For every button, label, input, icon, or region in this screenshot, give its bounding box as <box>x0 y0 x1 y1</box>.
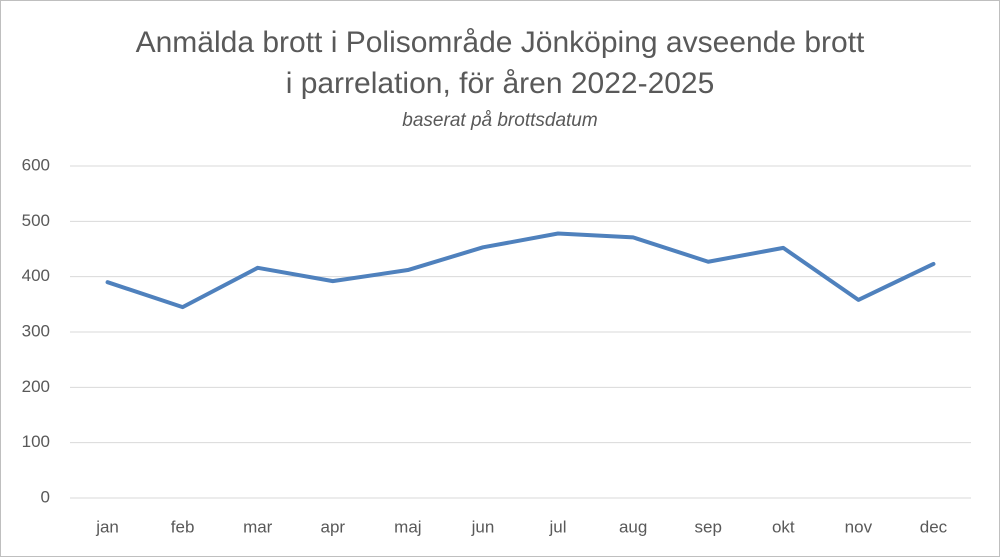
y-tick-label: 0 <box>41 487 50 506</box>
y-tick-label: 500 <box>22 211 50 230</box>
y-tick-label: 300 <box>22 321 50 340</box>
x-tick-label: mar <box>243 517 273 536</box>
y-tick-label: 400 <box>22 266 50 285</box>
chart-subtitle: baserat på brottsdatum <box>402 110 597 131</box>
x-tick-label: jun <box>471 517 495 536</box>
x-tick-label: nov <box>845 517 873 536</box>
data-line <box>105 231 936 310</box>
x-tick-label: jul <box>549 517 567 536</box>
y-tick-label: 100 <box>22 432 50 451</box>
x-tick-label: feb <box>171 517 195 536</box>
x-tick-label: jan <box>95 517 119 536</box>
x-tick-label: sep <box>694 517 721 536</box>
x-tick-label: maj <box>394 517 421 536</box>
chart-title: Anmälda brott i Polisområde Jönköping av… <box>136 26 865 59</box>
x-tick-label: dec <box>920 517 948 536</box>
y-tick-label: 600 <box>22 155 50 174</box>
chart-title: i parrelation, för åren 2022-2025 <box>286 67 715 100</box>
x-tick-label: apr <box>321 517 346 536</box>
y-tick-label: 200 <box>22 377 50 396</box>
x-tick-label: okt <box>772 517 795 536</box>
x-tick-label: aug <box>619 517 647 536</box>
